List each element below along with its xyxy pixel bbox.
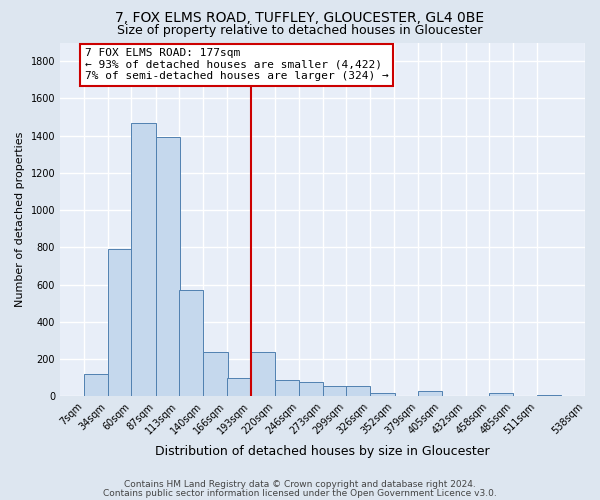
Bar [370, 392, 395, 396]
Bar [346, 386, 370, 396]
X-axis label: Distribution of detached houses by size in Gloucester: Distribution of detached houses by size … [155, 444, 490, 458]
Bar [536, 394, 561, 396]
Bar [227, 378, 251, 396]
Bar [251, 352, 275, 397]
Text: Contains public sector information licensed under the Open Government Licence v3: Contains public sector information licen… [103, 488, 497, 498]
Bar [156, 138, 180, 396]
Bar [203, 352, 227, 397]
Bar [489, 392, 513, 396]
Bar [108, 249, 133, 396]
Bar [323, 386, 347, 396]
Text: 7, FOX ELMS ROAD, TUFFLEY, GLOUCESTER, GL4 0BE: 7, FOX ELMS ROAD, TUFFLEY, GLOUCESTER, G… [115, 11, 485, 25]
Text: 7 FOX ELMS ROAD: 177sqm
← 93% of detached houses are smaller (4,422)
7% of semi-: 7 FOX ELMS ROAD: 177sqm ← 93% of detache… [85, 48, 389, 82]
Bar [299, 382, 323, 396]
Bar [179, 290, 203, 397]
Bar [131, 122, 156, 396]
Text: Size of property relative to detached houses in Gloucester: Size of property relative to detached ho… [118, 24, 482, 37]
Bar [418, 391, 442, 396]
Text: Contains HM Land Registry data © Crown copyright and database right 2024.: Contains HM Land Registry data © Crown c… [124, 480, 476, 489]
Y-axis label: Number of detached properties: Number of detached properties [15, 132, 25, 307]
Bar [275, 380, 299, 396]
Bar [84, 374, 108, 396]
